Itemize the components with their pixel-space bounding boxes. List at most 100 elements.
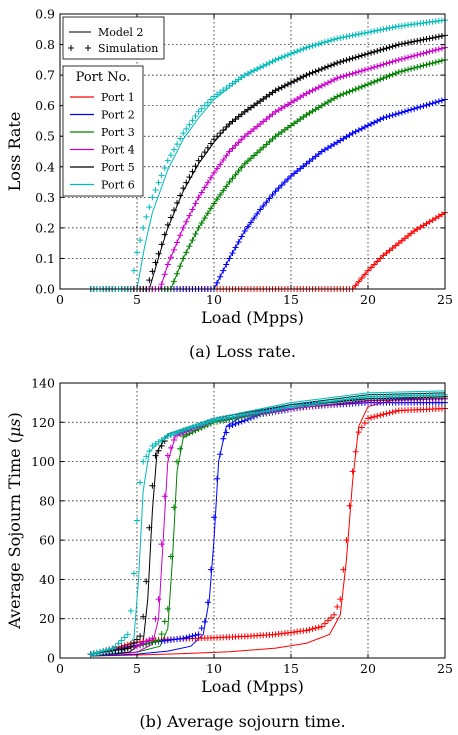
sim-marker-3 bbox=[411, 64, 418, 71]
sim-marker-5 bbox=[374, 47, 381, 54]
sim-marker-4 bbox=[260, 118, 267, 125]
sim-marker-4 bbox=[269, 111, 276, 118]
legend-sim-marker bbox=[85, 45, 91, 51]
sim-marker-6 bbox=[226, 82, 233, 89]
sim-marker-5 bbox=[405, 39, 412, 46]
sim-marker-5 bbox=[417, 37, 424, 44]
y-tick-label: 140 bbox=[31, 376, 55, 391]
sim-marker-2 bbox=[432, 99, 439, 106]
x-tick-label: 0 bbox=[56, 661, 64, 676]
sim-marker-4 bbox=[321, 81, 328, 88]
sim-marker-4 bbox=[189, 206, 196, 213]
sim-marker-5 bbox=[207, 140, 214, 147]
sim-marker-5 bbox=[167, 214, 174, 221]
sim-marker-3 bbox=[429, 60, 436, 67]
legend-model-label: Model 2 bbox=[98, 26, 143, 39]
sim-marker-2 bbox=[352, 128, 359, 135]
sim-marker-3 bbox=[380, 75, 387, 82]
sim-marker-5 bbox=[371, 48, 378, 55]
sim-marker-1 bbox=[411, 227, 418, 234]
sim-marker-5 bbox=[158, 241, 165, 248]
sim-marker-1 bbox=[340, 566, 347, 573]
sim-marker-3 bbox=[229, 175, 236, 182]
sim-marker-6 bbox=[361, 29, 368, 36]
sim-marker-6 bbox=[109, 645, 116, 652]
sim-marker-4 bbox=[164, 452, 171, 459]
sim-marker-4 bbox=[401, 55, 408, 62]
sim-marker-5 bbox=[155, 447, 162, 454]
sim-marker-5 bbox=[361, 51, 368, 58]
sim-marker-5 bbox=[192, 163, 199, 170]
sim-marker-6 bbox=[152, 440, 159, 447]
sim-marker-4 bbox=[429, 47, 436, 54]
sim-marker-1 bbox=[349, 468, 356, 475]
sim-marker-6 bbox=[214, 416, 221, 423]
sim-marker-4 bbox=[377, 62, 384, 69]
sim-marker-6 bbox=[158, 172, 165, 179]
sim-marker-6 bbox=[340, 34, 347, 41]
sim-marker-3 bbox=[423, 61, 430, 68]
sim-marker-6 bbox=[238, 74, 245, 81]
sim-marker-2 bbox=[288, 172, 294, 179]
sim-marker-3 bbox=[414, 64, 421, 71]
sim-marker-2 bbox=[324, 144, 331, 151]
sim-marker-5 bbox=[328, 62, 335, 69]
y-tick-label: 0.4 bbox=[35, 159, 55, 174]
loss-series-group bbox=[90, 19, 446, 290]
sim-marker-5 bbox=[365, 50, 371, 57]
sim-marker-2 bbox=[435, 98, 442, 105]
sim-marker-3 bbox=[189, 237, 196, 244]
sim-marker-2 bbox=[260, 202, 267, 209]
sim-marker-3 bbox=[284, 124, 291, 131]
y-tick-label: 40 bbox=[39, 572, 55, 587]
y-tick-label: 0.8 bbox=[35, 37, 55, 52]
sim-marker-6 bbox=[103, 647, 110, 654]
sim-marker-2 bbox=[257, 206, 264, 213]
sim-marker-4 bbox=[408, 53, 415, 60]
sim-marker-4 bbox=[158, 541, 165, 548]
sim-marker-3 bbox=[420, 62, 427, 69]
sim-marker-3 bbox=[309, 108, 316, 115]
sim-marker-4 bbox=[192, 200, 199, 207]
sim-marker-6 bbox=[204, 419, 211, 426]
sim-marker-5 bbox=[380, 46, 387, 53]
legend-ports-box bbox=[62, 65, 144, 197]
sim-marker-2 bbox=[334, 139, 341, 146]
sim-marker-2 bbox=[207, 566, 214, 573]
sim-marker-1 bbox=[306, 626, 313, 633]
sim-marker-4 bbox=[235, 139, 242, 146]
sim-marker-1 bbox=[383, 410, 390, 417]
sim-marker-5 bbox=[352, 54, 359, 61]
sim-marker-2 bbox=[328, 143, 335, 149]
sim-marker-6 bbox=[251, 67, 258, 74]
sim-marker-6 bbox=[195, 422, 202, 429]
sim-marker-1 bbox=[368, 264, 375, 271]
sim-marker-2 bbox=[272, 188, 279, 195]
sim-marker-5 bbox=[177, 192, 184, 199]
sim-marker-6 bbox=[244, 70, 251, 77]
sim-marker-1 bbox=[435, 213, 442, 220]
sim-marker-2 bbox=[214, 475, 221, 482]
sim-marker-6 bbox=[275, 55, 282, 62]
sim-marker-6 bbox=[134, 249, 140, 256]
sojourn-y-label-close: ) bbox=[5, 412, 24, 418]
y-tick-label: 100 bbox=[31, 454, 55, 469]
sim-marker-6 bbox=[130, 570, 137, 577]
sim-marker-3 bbox=[192, 231, 199, 237]
y-tick-label: 0.5 bbox=[35, 129, 55, 144]
sim-marker-3 bbox=[297, 116, 304, 123]
sim-marker-3 bbox=[204, 210, 211, 217]
sim-marker-2 bbox=[374, 117, 381, 124]
sim-marker-6 bbox=[247, 410, 254, 417]
sim-marker-6 bbox=[149, 442, 156, 449]
sim-marker-5 bbox=[232, 116, 239, 123]
sim-marker-4 bbox=[318, 82, 325, 89]
sim-marker-6 bbox=[324, 38, 331, 45]
sim-marker-6 bbox=[275, 405, 282, 412]
sim-marker-4 bbox=[420, 50, 427, 57]
sim-marker-5 bbox=[186, 174, 193, 181]
sim-marker-6 bbox=[272, 406, 279, 413]
sim-marker-5 bbox=[377, 47, 384, 54]
sim-marker-6 bbox=[220, 415, 227, 422]
sim-marker-2 bbox=[398, 109, 405, 116]
